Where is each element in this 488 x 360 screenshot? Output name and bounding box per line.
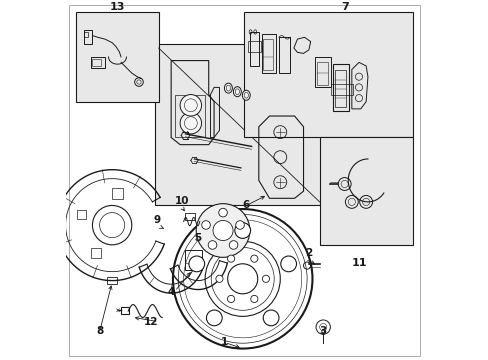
Bar (317, 62, 327, 85)
Ellipse shape (242, 90, 250, 100)
Bar (174, 95, 205, 138)
Text: 4: 4 (167, 287, 175, 297)
Circle shape (263, 310, 278, 326)
Bar (263, 39, 273, 69)
Circle shape (180, 95, 201, 116)
Text: 2: 2 (305, 248, 312, 257)
Bar (278, 37, 290, 73)
Bar (155, 45, 323, 206)
Bar (84, 32, 88, 37)
Ellipse shape (233, 87, 241, 97)
Circle shape (173, 209, 312, 348)
Circle shape (235, 221, 244, 229)
Bar (261, 34, 275, 73)
Bar (106, 277, 117, 284)
Circle shape (196, 204, 249, 257)
Circle shape (208, 241, 216, 249)
Bar (184, 213, 195, 220)
Text: 6: 6 (242, 201, 249, 211)
Text: 13: 13 (110, 2, 125, 12)
Text: 9: 9 (153, 215, 160, 225)
Bar (83, 30, 92, 45)
Bar (330, 84, 352, 95)
Circle shape (206, 310, 222, 326)
Bar (90, 57, 105, 68)
Bar (247, 41, 260, 51)
Circle shape (250, 255, 257, 262)
Text: 10: 10 (174, 196, 189, 206)
Ellipse shape (224, 83, 232, 93)
Circle shape (227, 295, 234, 302)
Text: 11: 11 (350, 258, 366, 268)
Circle shape (250, 295, 257, 302)
Bar (315, 57, 331, 87)
Text: 3: 3 (319, 326, 326, 336)
Circle shape (213, 220, 233, 240)
Bar (92, 59, 101, 66)
Bar (112, 188, 123, 199)
Text: 1: 1 (221, 337, 228, 347)
Circle shape (218, 208, 227, 217)
Bar (121, 307, 129, 314)
Text: 5: 5 (194, 233, 201, 243)
Bar (335, 69, 346, 107)
Circle shape (234, 222, 250, 238)
Bar (77, 210, 86, 219)
Bar (332, 64, 348, 111)
Circle shape (227, 255, 234, 262)
Circle shape (229, 241, 237, 249)
Bar (244, 12, 412, 138)
Circle shape (262, 275, 269, 282)
Circle shape (215, 275, 223, 282)
Bar (319, 138, 412, 245)
Bar (90, 248, 101, 258)
Circle shape (280, 256, 296, 272)
Circle shape (227, 264, 257, 294)
Bar (249, 32, 258, 66)
Text: 12: 12 (144, 317, 159, 327)
Circle shape (188, 256, 204, 272)
Circle shape (202, 221, 210, 229)
Bar (76, 12, 158, 102)
Text: 7: 7 (340, 2, 348, 12)
Text: 8: 8 (96, 326, 103, 336)
Bar (185, 250, 201, 270)
Circle shape (180, 112, 201, 134)
